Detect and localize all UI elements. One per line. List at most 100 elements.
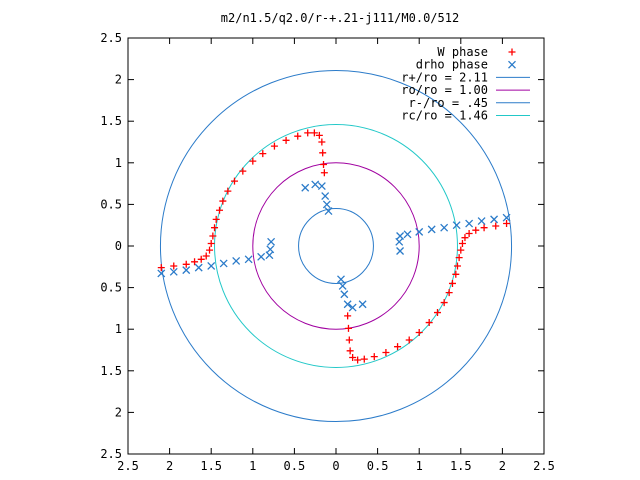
series-0-point-16 [249,157,257,165]
y-tick-label-0: 2.5 [100,447,122,461]
series-0-point-1 [170,262,178,270]
y-tick-label-6: 0.5 [100,197,122,211]
circle-0 [159,69,513,423]
x-tick-label-1: 2 [166,459,173,473]
legend-label-5: rc/ro = 1.46 [401,109,488,123]
y-tick-label-2: 1.5 [100,364,122,378]
x-tick-label-8: 1.5 [450,459,472,473]
y-tick-label-5: 0 [115,239,122,253]
series-0-point-24 [318,138,326,146]
series-1-point-8 [257,252,266,261]
series-0-point-39 [448,279,456,287]
series-0-point-45 [405,336,413,344]
series-0-point-26 [320,160,328,168]
series-0-point-12 [219,197,227,205]
series-0-point-13 [224,187,232,195]
series-1-point-29 [396,247,405,255]
y-tick-label-8: 1.5 [100,114,122,128]
series-0-point-17 [259,150,267,158]
series-0-point-41 [440,299,448,307]
series-0-point-3 [191,258,199,266]
series-0-point-30 [480,224,488,232]
series-0-point-40 [445,289,453,297]
series-0-point-28 [503,220,511,228]
series-0-point-33 [461,234,469,242]
series-0-point-2 [182,260,190,268]
circles-layer [159,69,513,423]
series-0-point-4 [197,255,205,263]
series-0-point-35 [457,246,465,254]
series-0-point-51 [349,353,357,361]
series-1-point-33 [340,290,349,299]
series-1-point-32 [343,300,352,309]
legend-label-3: ro/ro = 1.00 [401,83,488,97]
series-0-point-21 [304,129,312,137]
series-1-point-23 [440,223,449,232]
series-1-point-35 [337,275,345,284]
series-0-point-32 [465,230,473,238]
x-tick-label-2: 1.5 [200,459,222,473]
series-0-point-54 [344,324,352,332]
series-0-point-22 [310,129,318,137]
x-tick-label-0: 2.5 [117,459,139,473]
series-1-point-26 [403,230,412,239]
series-0-point-14 [230,177,238,185]
series-1-point-11 [267,237,276,246]
series-0-point-50 [354,356,362,364]
series-0-point-37 [453,262,461,270]
series-0-point-11 [216,206,224,214]
series-1-point-28 [395,237,404,246]
series-1-point-3 [194,263,203,272]
series-0-point-47 [382,348,390,356]
series-0-point-15 [239,167,247,175]
series-0-point-53 [345,336,353,344]
series-0-point-52 [346,347,354,355]
series-1-point-17 [324,207,333,216]
series-0-point-20 [294,132,302,140]
x-tick-label-3: 1 [249,459,256,473]
circle-1 [252,162,420,330]
series-1-point-0 [157,269,166,278]
series-1-point-12 [301,183,310,192]
series-0-point-8 [209,232,217,240]
series-1-point-19 [490,215,499,224]
series-0-point-48 [370,353,378,361]
y-tick-label-4: 0.5 [100,281,122,295]
x-tick-label-4: 0.5 [284,459,306,473]
series-0-point-7 [207,240,215,248]
chart-title: m2/n1.5/q2.0/r-+.21-j111/M0.0/512 [221,11,459,25]
series-1-point-7 [244,255,253,264]
series-1-point-16 [322,200,331,209]
circle-2 [298,208,374,284]
data-layer [157,129,511,364]
series-0-point-5 [202,252,210,260]
series-1-point-14 [317,182,326,191]
series-1 [157,180,511,312]
legend-label-0: W phase [437,45,488,59]
x-axis-ticks: 2.5 2 1.5 1 0.5 0 0.5 1 1.5 2 2.5 [117,38,555,473]
series-0-point-38 [452,270,460,278]
series-0-point-10 [212,215,220,223]
series-0-point-27 [320,169,328,177]
legend-label-1: drho phase [416,58,488,72]
series-0-point-49 [360,355,368,363]
series-1-point-15 [321,192,330,201]
series-0-point-9 [211,224,219,232]
series-1-point-6 [232,257,241,265]
y-tick-label-7: 1 [115,156,122,170]
circle-3 [214,124,458,368]
series-0-point-19 [282,136,290,144]
x-tick-label-6: 0.5 [367,459,389,473]
legend-marker-1 [508,60,516,69]
x-tick-label-7: 1 [416,459,423,473]
y-tick-label-10: 2.5 [100,31,122,45]
series-1-point-20 [477,217,486,225]
series-0-point-43 [425,319,433,327]
series-0-point-34 [458,240,466,248]
series-0-point-44 [415,329,423,337]
series-0-point-46 [394,343,402,351]
series-0-point-25 [319,149,327,157]
series-1-point-30 [358,300,367,309]
series-0-point-0 [157,264,165,272]
